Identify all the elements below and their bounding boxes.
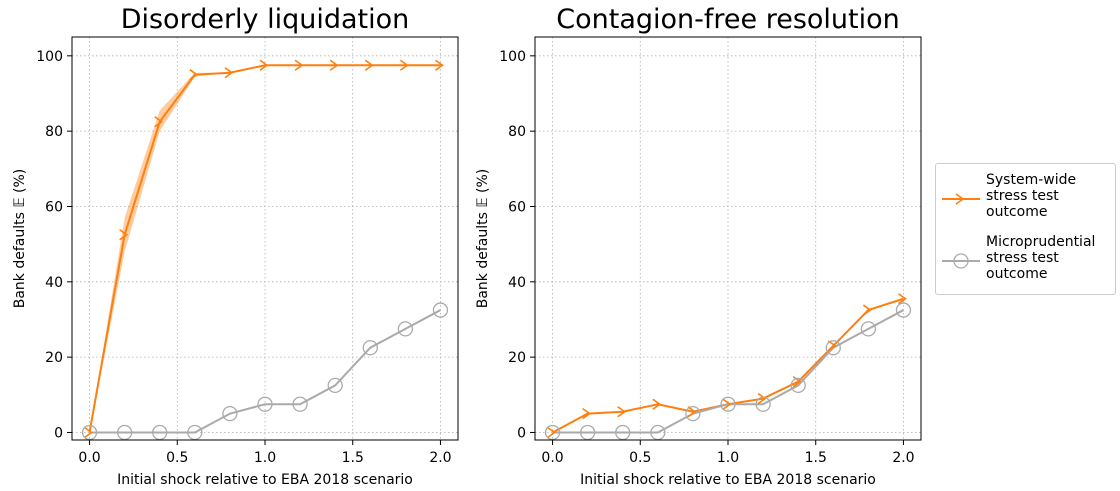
marker [897, 293, 907, 305]
marker [294, 59, 304, 71]
legend-label: System-wide stress test outcome [986, 172, 1077, 220]
x-axis-label: Initial shock relative to EBA 2018 scena… [117, 472, 413, 488]
marker [827, 340, 837, 352]
y-tick-label: 40 [508, 275, 526, 291]
y-tick-label: 0 [517, 425, 526, 441]
marker [259, 59, 269, 71]
line [89, 309, 441, 434]
marker [860, 321, 877, 337]
x-tick-label: 1.5 [805, 450, 827, 466]
marker [327, 377, 343, 394]
marker [547, 426, 556, 439]
marker [895, 302, 912, 318]
y-axis-label: Bank defaults 𝔼 (%) [12, 169, 28, 309]
marker [222, 405, 238, 422]
marker [187, 424, 203, 441]
marker [81, 424, 98, 441]
marker [397, 321, 414, 337]
marker [544, 424, 561, 441]
line [552, 309, 904, 434]
plot-frame [71, 36, 459, 441]
chart-title: Disorderly liquidation [121, 4, 410, 35]
chart-title: Contagion-free resolution [556, 4, 900, 35]
marker [362, 340, 378, 356]
x-tick-label: 1.0 [717, 450, 739, 466]
y-tick-label: 40 [45, 275, 63, 291]
x-tick-label: 0.5 [629, 450, 651, 466]
x-tick-label: 1.0 [254, 450, 276, 466]
legend-marker [955, 193, 965, 205]
marker [399, 59, 409, 71]
legend-swatch [942, 253, 980, 269]
marker [432, 302, 449, 318]
marker [364, 59, 374, 71]
marker [582, 407, 592, 420]
y-axis-label: Bank defaults 𝔼 (%) [475, 169, 491, 309]
legend-item: System-wide stress test outcome [936, 172, 1116, 232]
legend: System-wide stress test outcome Microprud… [935, 163, 1116, 295]
marker [152, 424, 168, 441]
legend-item: Microprudential stress test outcome [936, 234, 1116, 294]
line [88, 64, 441, 433]
marker [189, 69, 199, 81]
legend-swatch [942, 193, 980, 205]
marker [84, 426, 93, 439]
marker [685, 405, 701, 422]
x-tick-label: 0.0 [541, 450, 563, 466]
y-tick-label: 80 [508, 124, 526, 140]
marker [119, 229, 129, 241]
marker [687, 406, 697, 418]
marker [652, 398, 662, 410]
marker [154, 116, 164, 128]
y-tick-label: 100 [499, 49, 526, 65]
marker [755, 396, 771, 412]
x-tick-label: 0.0 [78, 450, 100, 466]
marker [862, 304, 872, 316]
marker [292, 396, 308, 412]
marker [617, 406, 627, 418]
marker [116, 424, 133, 441]
y-tick-label: 20 [45, 350, 63, 366]
y-tick-label: 60 [508, 199, 526, 215]
y-tick-label: 60 [45, 199, 63, 215]
y-tick-label: 20 [508, 350, 526, 366]
marker [720, 396, 736, 412]
x-tick-label: 2.0 [892, 450, 914, 466]
y-tick-label: 100 [36, 49, 63, 65]
marker [615, 424, 631, 441]
y-tick-label: 80 [45, 124, 63, 140]
y-tick-label: 0 [54, 425, 63, 441]
plot-frame [534, 36, 922, 441]
marker [434, 59, 444, 71]
marker [790, 377, 806, 394]
marker [224, 67, 234, 79]
x-tick-label: 1.5 [342, 450, 364, 466]
x-tick-label: 2.0 [429, 450, 451, 466]
marker [825, 340, 841, 356]
marker [722, 398, 732, 410]
marker [579, 424, 596, 441]
marker [257, 396, 273, 412]
x-axis-label: Initial shock relative to EBA 2018 scena… [580, 472, 876, 488]
legend-label: Microprudential stress test outcome [986, 234, 1096, 282]
marker [650, 424, 666, 441]
legend-marker [953, 253, 969, 269]
marker [329, 59, 339, 71]
marker [757, 392, 767, 405]
x-tick-label: 0.5 [166, 450, 188, 466]
